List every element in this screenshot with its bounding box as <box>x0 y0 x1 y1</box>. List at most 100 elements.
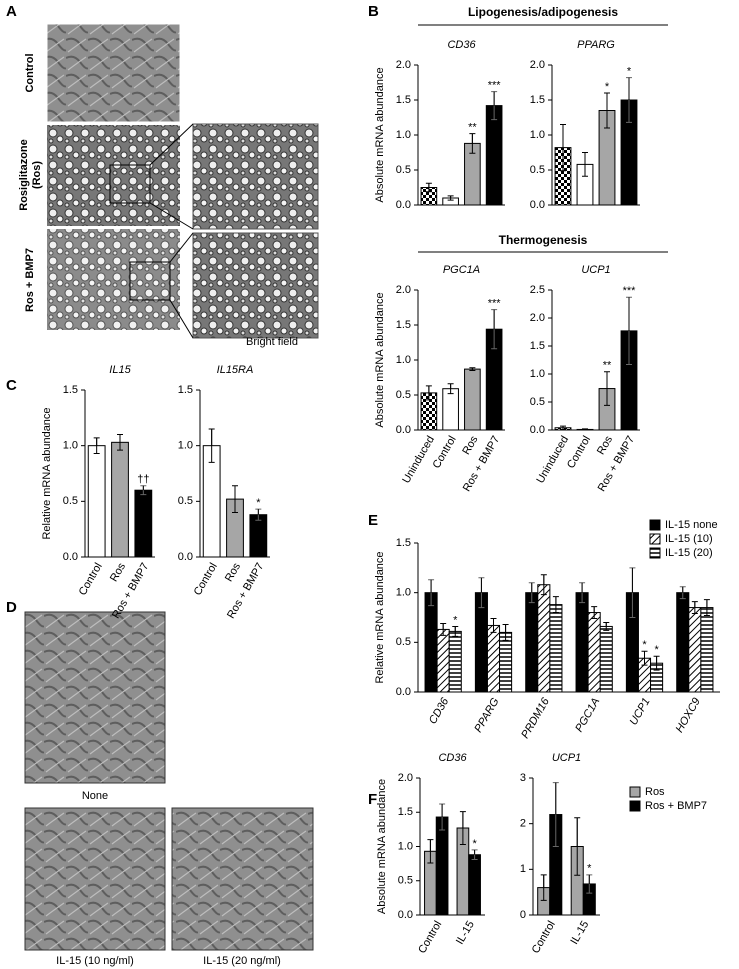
group-title: Thermogenesis <box>499 233 588 247</box>
bar <box>499 631 513 693</box>
x-tick-label: IL-15 <box>454 919 477 947</box>
bar <box>575 592 589 693</box>
bar <box>87 445 106 558</box>
y-tick-label: 3 <box>520 772 526 784</box>
bar <box>549 604 563 693</box>
x-tick-label: Control <box>416 919 444 956</box>
caption: None <box>82 790 108 802</box>
bar <box>424 592 438 693</box>
y-tick-label: 0.0 <box>396 424 411 436</box>
y-tick-label: 0.5 <box>396 164 411 176</box>
y-tick-label: 2.0 <box>530 312 545 324</box>
chart-title: IL15 <box>109 364 131 376</box>
chart-title: UCP1 <box>552 752 581 764</box>
bar <box>537 584 551 693</box>
panel-label: E <box>368 512 378 529</box>
legend-swatch <box>649 547 661 559</box>
micrograph <box>192 123 319 230</box>
bar <box>435 816 449 916</box>
bar <box>464 368 481 431</box>
significance: *** <box>488 80 502 92</box>
y-tick-label: 0.5 <box>396 389 411 401</box>
x-tick-label: Ros <box>595 434 615 457</box>
y-tick-label: 2.0 <box>530 59 545 71</box>
y-tick-label: 2.5 <box>530 284 545 296</box>
chart-title: CD36 <box>438 752 467 764</box>
micrograph <box>24 611 166 784</box>
legend-swatch <box>649 533 661 545</box>
chart-title: IL15RA <box>217 364 254 376</box>
zoom-line <box>169 232 194 263</box>
y-tick-label: 0.5 <box>530 164 545 176</box>
y-tick-label: 2.0 <box>398 772 413 784</box>
significance: *** <box>488 298 502 310</box>
bar <box>688 607 702 693</box>
panel-label: F <box>368 791 377 808</box>
significance: ** <box>603 360 612 372</box>
legend-swatch <box>629 800 641 812</box>
bar <box>442 388 459 431</box>
row-label: Rosiglitazone <box>18 139 30 211</box>
caption: IL-15 (10 ng/ml) <box>56 955 134 967</box>
significance: * <box>642 639 647 651</box>
panel-label: A <box>6 3 17 20</box>
y-tick-label: 1.5 <box>396 94 411 106</box>
significance: * <box>472 838 477 850</box>
x-tick-label: Control <box>77 561 105 598</box>
x-tick-label: Control <box>530 919 558 956</box>
micrograph <box>192 232 319 339</box>
y-tick-label: 0.0 <box>530 424 545 436</box>
y-tick-label: 0.5 <box>396 636 411 648</box>
panel-label: C <box>6 377 17 394</box>
x-tick-label: IL-15 <box>568 919 591 947</box>
y-tick-label: 0.5 <box>530 396 545 408</box>
y-axis-label: Relative mRNA abundance <box>374 551 386 683</box>
y-axis-label: Absolute mRNA abundance <box>376 779 388 914</box>
y-tick-label: 0.5 <box>398 875 413 887</box>
y-tick-label: 1.5 <box>396 319 411 331</box>
y-tick-label: 0.0 <box>178 551 193 563</box>
y-tick-label: 0.0 <box>530 199 545 211</box>
y-tick-label: 0.0 <box>398 909 413 921</box>
micrograph <box>171 807 314 951</box>
zoom-line <box>169 299 194 339</box>
y-tick-label: 1.0 <box>396 587 411 599</box>
bar <box>436 628 450 693</box>
significance: * <box>654 644 659 656</box>
y-tick-label: 0.0 <box>396 199 411 211</box>
x-tick-label: Ros <box>223 561 243 584</box>
significance: ** <box>468 122 477 134</box>
bar <box>587 612 601 693</box>
y-tick-label: 1.0 <box>398 840 413 852</box>
y-tick-label: 1.0 <box>396 129 411 141</box>
significance: * <box>256 497 261 509</box>
y-tick-label: 1.5 <box>530 94 545 106</box>
zoom-box <box>129 261 171 301</box>
y-axis-label: Relative mRNA abundance <box>41 407 53 539</box>
y-tick-label: 2 <box>520 818 526 830</box>
x-tick-label: Control <box>192 561 220 598</box>
y-tick-label: 1.5 <box>178 384 193 396</box>
significance: * <box>627 66 632 78</box>
y-tick-label: 1.5 <box>396 537 411 549</box>
bar <box>676 592 690 693</box>
group-title: Lipogenesis/adipogenesis <box>468 5 618 19</box>
x-tick-label: Uninduced <box>534 434 571 486</box>
significance: * <box>587 863 592 875</box>
y-tick-label: 1.0 <box>178 440 193 452</box>
micrograph <box>46 23 181 123</box>
x-tick-label: PGC1A <box>573 696 602 734</box>
significance: * <box>453 614 458 626</box>
bar <box>468 854 481 916</box>
y-tick-label: 2.0 <box>396 59 411 71</box>
y-tick-label: 1.0 <box>63 440 78 452</box>
legend-swatch <box>649 519 661 531</box>
x-tick-label: Ros <box>108 561 128 584</box>
chart-title: PGC1A <box>443 264 480 276</box>
x-tick-label: PPARG <box>472 696 501 735</box>
row-label: (Ros) <box>31 161 43 189</box>
x-tick-label: Ros <box>460 434 480 457</box>
bar <box>111 441 129 558</box>
significance: * <box>605 81 610 93</box>
x-tick-label: HOXC9 <box>674 696 703 735</box>
